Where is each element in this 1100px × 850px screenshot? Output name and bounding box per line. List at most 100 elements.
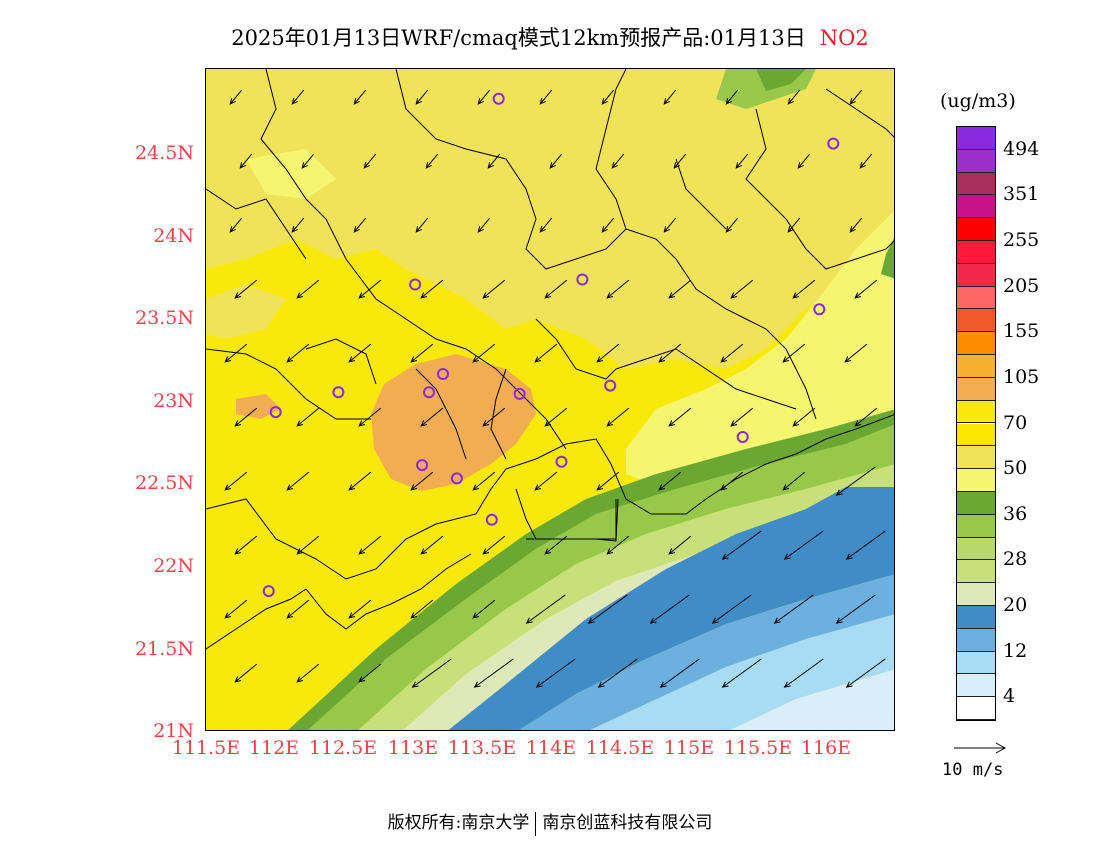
species-label: NO2 [819,26,869,50]
lon-label-113.5: 113.5E [447,737,517,759]
wind-vector [482,407,506,427]
station-marker [513,387,526,400]
wind-vector [415,89,429,105]
legend-tick-label: 351 [1003,183,1040,206]
wind-vector [363,153,377,169]
wind-vector [649,594,690,624]
legend-swatch [957,446,995,470]
legend-swatch [957,423,995,447]
station-marker [485,513,498,526]
wind-vector [720,471,744,491]
lon-label-111.5: 111.5E [171,737,241,759]
legend-swatch [957,469,995,492]
station-marker [450,472,463,485]
wind-vector [606,279,630,299]
wind-vector [587,594,628,624]
legend-tick-label: 105 [1003,365,1040,388]
field-band-green-dark [288,409,894,730]
legend-tick-label: 28 [1003,548,1028,571]
wind-vector [539,89,553,105]
wind-vector [353,89,367,105]
wind-vector [348,343,372,363]
wind-vector [663,217,677,233]
wind-vector [611,153,625,169]
legend-swatch [957,332,995,356]
wind-vector [425,153,439,169]
legend-swatch [957,491,995,515]
station-marker [423,386,435,399]
wind-vector [835,466,876,496]
lon-label-115.5: 115.5E [723,737,793,759]
wind-vector [234,279,258,299]
station-marker [437,368,449,380]
legend-tick-label: 4 [1003,685,1016,708]
station-marker [332,386,345,399]
legend-swatch [957,400,995,424]
station-marker [416,459,429,472]
boundaries [206,69,894,650]
wind-vector [234,663,258,683]
lon-label-112: 112E [248,737,300,759]
field-band-blue-pale [730,669,894,730]
wind-key-label: 10 m/s [942,760,1004,780]
legend-swatch [957,195,995,219]
legend-swatch [957,514,995,538]
legend-tick-label: 36 [1003,502,1028,525]
wind-vector [415,217,429,233]
wind-vector [773,594,814,624]
wind-vector [721,530,762,560]
wind-vector [845,658,886,688]
wind-vector [544,407,568,427]
legend-swatch [957,674,995,698]
chart-title: 2025年01月13日WRF/cmaq模式12km预报产品:01月13日 NO2 [0,22,1100,52]
legend-swatch [957,149,995,173]
wind-vector [730,279,754,299]
wind-vector [730,407,754,427]
legend-swatch [957,309,995,333]
station-marker [736,431,749,443]
legend-swatch [957,241,995,264]
wind-vector [534,343,558,363]
legend-swatch [957,560,995,584]
wind-vector [849,217,863,233]
title-text: 2025年01月13日WRF/cmaq模式12km预报产品:01月13日 [231,26,806,50]
legend-tick-label: 50 [1003,457,1028,480]
copyright-footer: 版权所有:南京大学 南京创蓝科技有限公司 [0,808,1100,836]
wind-vector [782,471,806,491]
wind-key-arrow [954,742,1007,754]
wind-vector [353,217,367,233]
wind-vector [725,89,739,105]
wind-vector [291,89,305,105]
lon-label-112.5: 112.5E [308,737,378,759]
legend-swatch [957,605,995,629]
wind-vector [482,279,506,299]
wind-vector [358,663,382,683]
field-pale-yellow-patch [246,149,336,199]
wind-vector [296,407,320,427]
legend-colorbar [956,126,996,721]
wind-vector [849,89,863,105]
wind-vector [286,599,310,619]
legend-swatch [957,651,995,675]
wind-vector [229,89,243,105]
wind-vector [239,153,253,169]
lon-label-113: 113E [387,737,439,759]
wind-vector [472,599,496,619]
map-panel[interactable] [205,68,895,731]
station-marker [409,278,422,291]
station-markers [262,92,840,598]
station-marker [604,379,617,392]
wind-vector [410,343,434,363]
legend-swatch [957,127,995,150]
station-marker [492,92,505,105]
field-band-green-mid [308,424,894,730]
lat-label-23.5: 23.5N [135,307,194,329]
legend-tick-label: 20 [1003,593,1028,616]
wind-vector [668,535,692,555]
wind-vector [859,153,873,169]
footer-separator [535,811,537,836]
lon-label-116: 116E [800,737,852,759]
wind-vector [787,89,801,105]
wind-vector [854,407,878,427]
legend-swatch [957,172,995,196]
